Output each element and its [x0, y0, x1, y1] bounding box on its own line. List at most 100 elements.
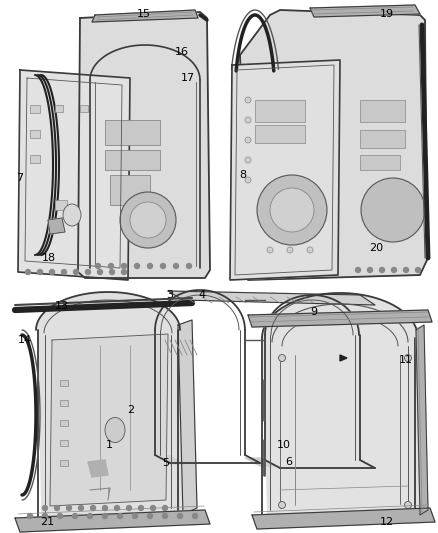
Text: 19: 19 [380, 9, 394, 19]
Circle shape [162, 505, 167, 511]
Text: 5: 5 [162, 458, 170, 468]
Bar [60, 440, 68, 446]
Bar [360, 130, 405, 148]
Polygon shape [245, 458, 275, 466]
Bar [60, 400, 68, 406]
Circle shape [392, 268, 396, 272]
Circle shape [73, 513, 78, 519]
Circle shape [95, 263, 100, 269]
Text: 1: 1 [106, 440, 113, 450]
Circle shape [88, 513, 92, 519]
Bar [110, 175, 150, 205]
Circle shape [54, 505, 60, 511]
Polygon shape [252, 508, 435, 529]
Circle shape [245, 137, 251, 143]
Polygon shape [38, 322, 185, 520]
Text: 14: 14 [18, 335, 32, 345]
Polygon shape [416, 325, 428, 515]
Text: 2: 2 [127, 405, 134, 415]
Circle shape [187, 263, 191, 269]
Circle shape [148, 263, 152, 269]
Circle shape [38, 270, 42, 274]
Bar [55, 200, 67, 210]
Circle shape [287, 247, 293, 253]
Circle shape [138, 505, 144, 511]
Circle shape [114, 505, 120, 511]
Text: 17: 17 [181, 73, 195, 83]
Bar [30, 155, 40, 163]
Text: 8: 8 [240, 170, 247, 180]
Circle shape [67, 505, 71, 511]
Polygon shape [230, 60, 340, 280]
Circle shape [85, 270, 91, 274]
Polygon shape [78, 12, 210, 278]
Polygon shape [155, 456, 185, 464]
Circle shape [270, 188, 314, 232]
Circle shape [102, 505, 107, 511]
Bar [30, 130, 40, 138]
Circle shape [42, 513, 47, 519]
Circle shape [245, 97, 251, 103]
Polygon shape [310, 5, 420, 17]
Bar [105, 120, 160, 145]
Bar [255, 125, 305, 143]
Circle shape [78, 505, 84, 511]
Circle shape [405, 354, 411, 361]
Text: 13: 13 [55, 301, 69, 311]
Circle shape [245, 117, 251, 123]
Polygon shape [240, 10, 427, 280]
Circle shape [403, 268, 409, 272]
Ellipse shape [63, 204, 81, 226]
Circle shape [110, 270, 114, 274]
Circle shape [367, 268, 372, 272]
Polygon shape [178, 320, 197, 514]
Circle shape [151, 505, 155, 511]
Circle shape [61, 270, 67, 274]
Circle shape [42, 505, 47, 511]
Circle shape [117, 513, 123, 519]
Circle shape [356, 268, 360, 272]
Circle shape [28, 513, 32, 519]
Circle shape [130, 202, 166, 238]
Circle shape [173, 263, 179, 269]
Text: 21: 21 [40, 517, 54, 527]
Polygon shape [15, 510, 210, 532]
Circle shape [245, 157, 251, 163]
Circle shape [148, 513, 152, 519]
Text: 12: 12 [380, 517, 394, 527]
Bar [55, 105, 63, 112]
Text: 7: 7 [17, 173, 24, 183]
Circle shape [25, 270, 31, 274]
Circle shape [160, 263, 166, 269]
Circle shape [91, 505, 95, 511]
Circle shape [279, 502, 286, 508]
Circle shape [192, 513, 198, 519]
Text: 10: 10 [277, 440, 291, 450]
Text: 20: 20 [369, 243, 383, 253]
Ellipse shape [105, 417, 125, 442]
Polygon shape [18, 70, 130, 280]
Bar [60, 460, 68, 466]
Text: 16: 16 [175, 47, 189, 57]
Polygon shape [262, 293, 418, 338]
Circle shape [120, 192, 176, 248]
Circle shape [257, 175, 327, 245]
Text: 15: 15 [137, 9, 151, 19]
Circle shape [162, 513, 167, 519]
Circle shape [416, 268, 420, 272]
Circle shape [307, 247, 313, 253]
Circle shape [121, 263, 127, 269]
Polygon shape [50, 334, 168, 506]
Circle shape [134, 263, 139, 269]
Text: 6: 6 [286, 457, 293, 467]
Text: 4: 4 [198, 290, 205, 300]
Circle shape [121, 270, 127, 274]
Bar [80, 105, 88, 112]
Polygon shape [36, 292, 180, 330]
Bar [60, 380, 68, 386]
Circle shape [57, 513, 63, 519]
Bar [60, 420, 68, 426]
Text: 3: 3 [166, 290, 173, 300]
Text: 11: 11 [399, 355, 413, 365]
Polygon shape [48, 218, 65, 234]
